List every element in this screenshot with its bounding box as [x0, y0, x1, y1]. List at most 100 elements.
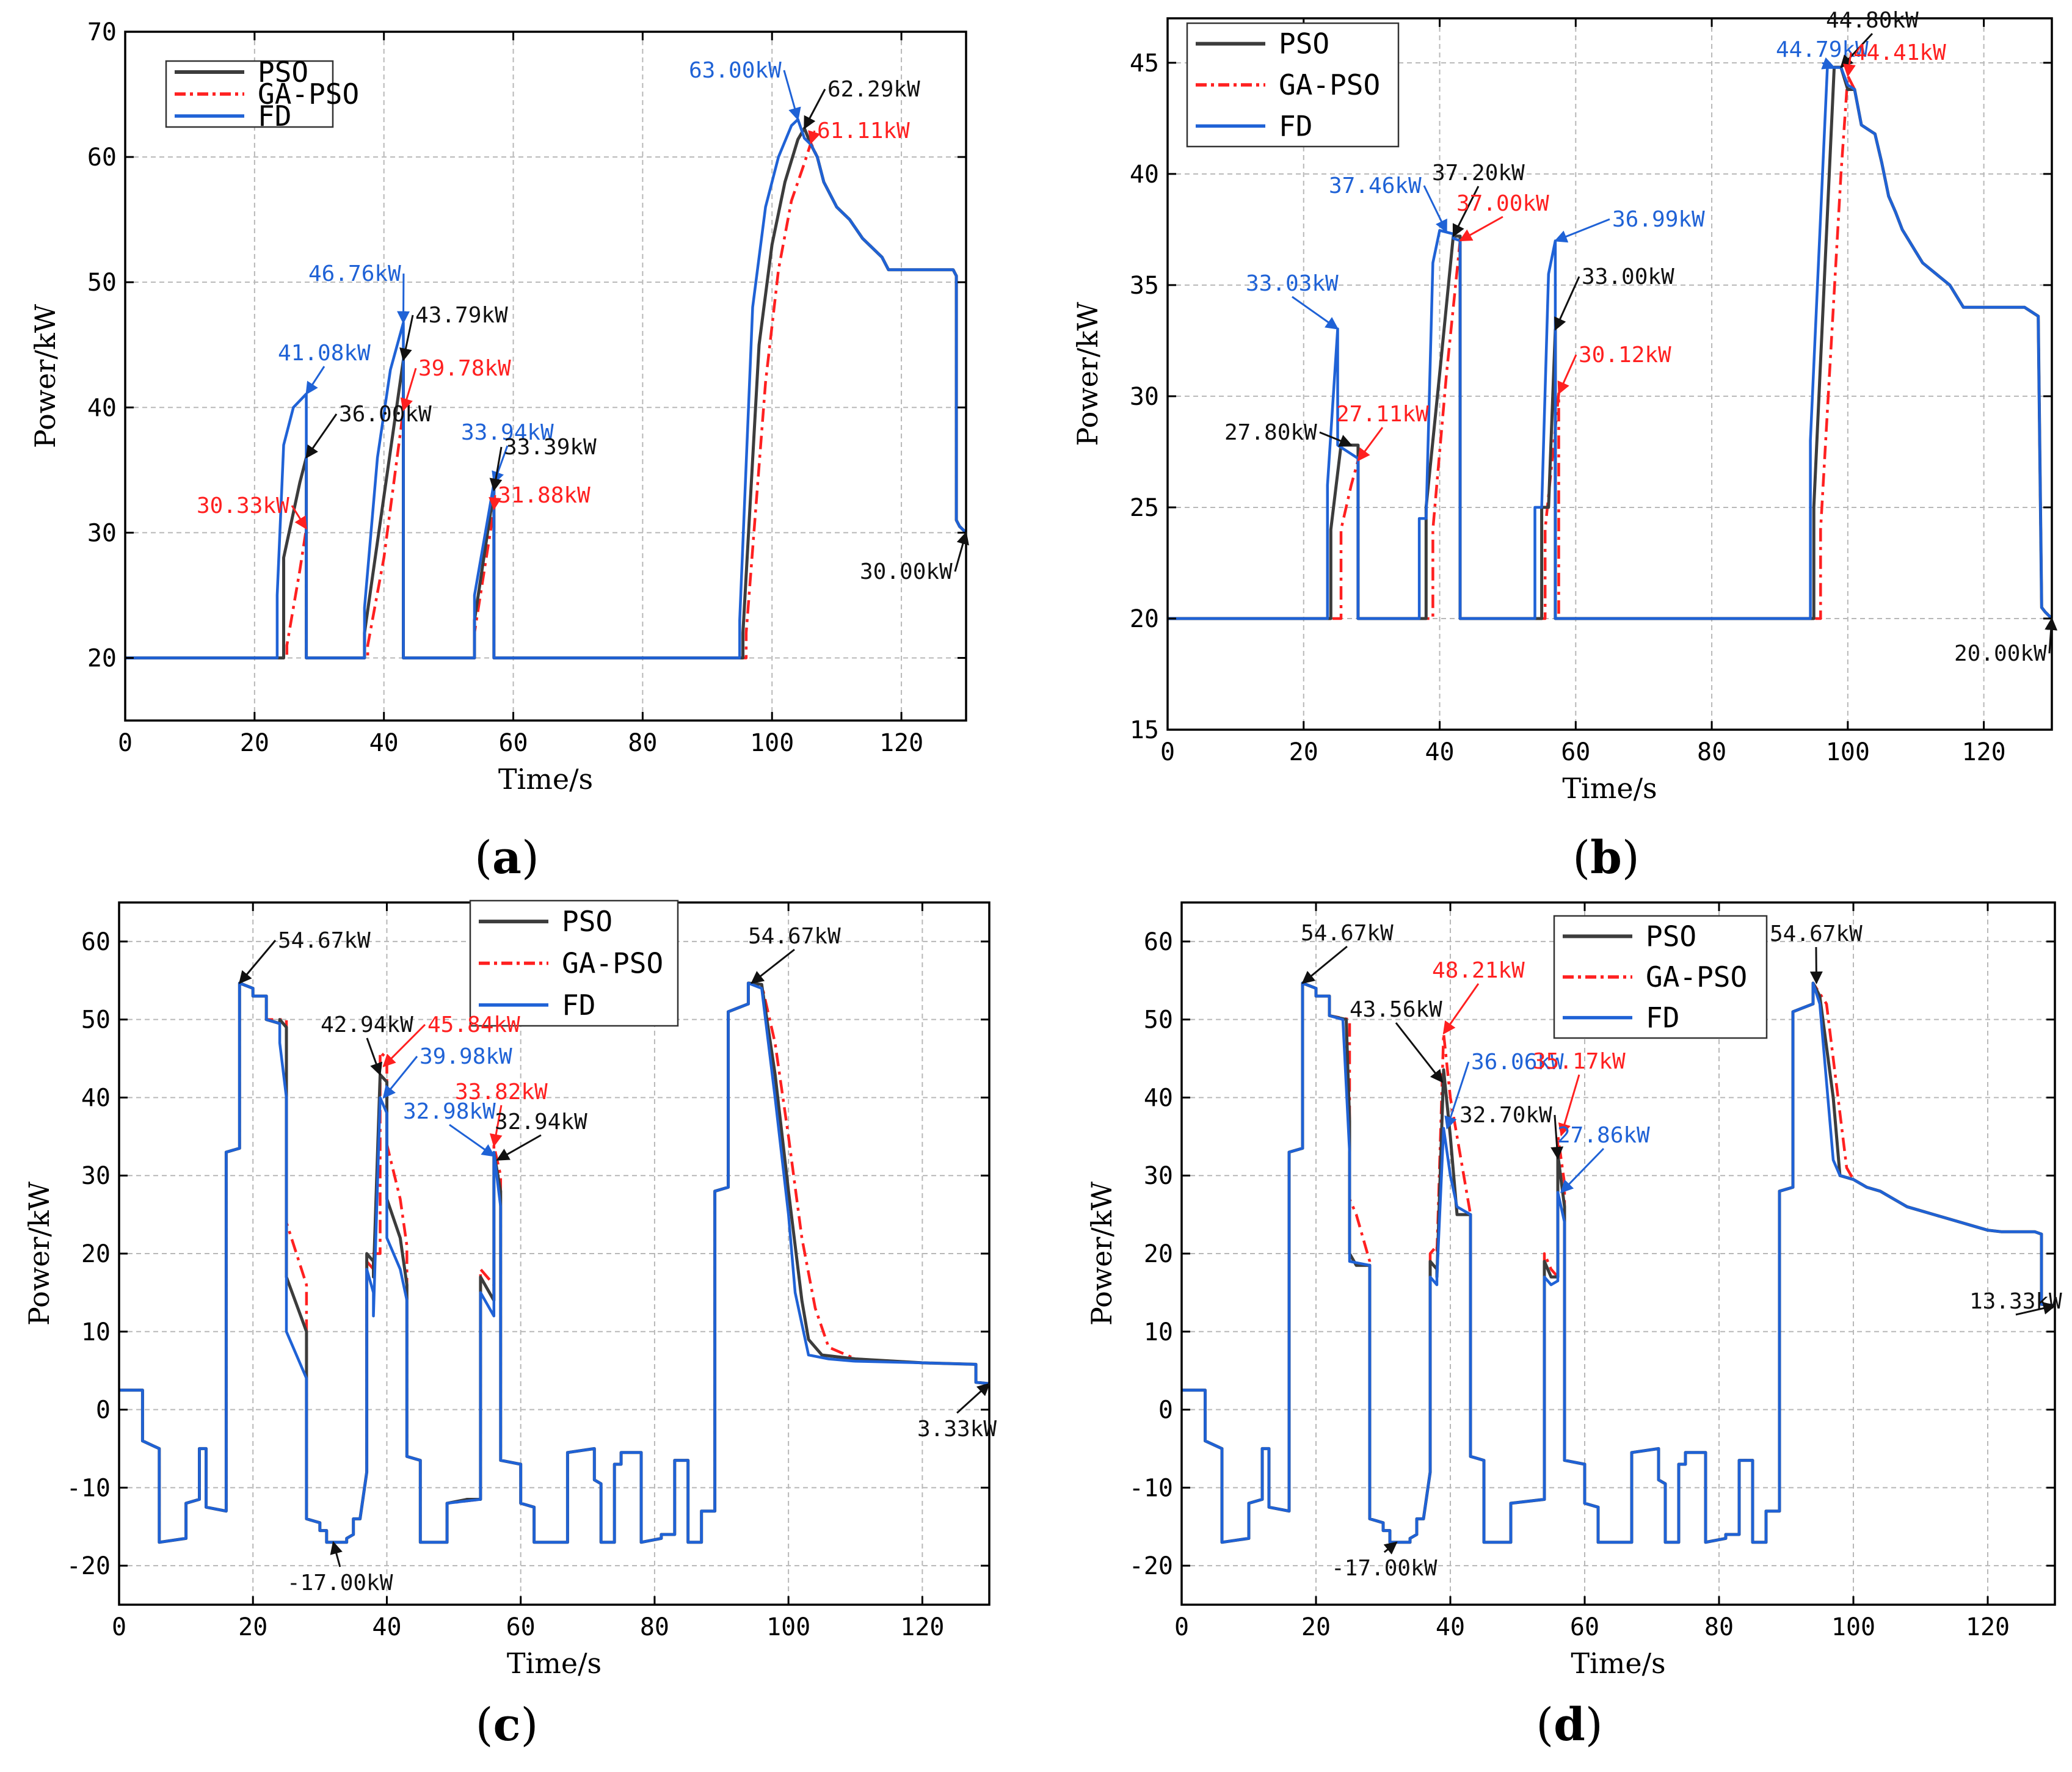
y-tick-label: 20: [1130, 605, 1159, 633]
x-tick-label: 0: [118, 729, 133, 757]
x-tick-label: 20: [238, 1613, 267, 1641]
panel-a: 0 20 40 60 80 100 120 20 30 40 50 60 70 Time/s Power/k…: [29, 18, 969, 884]
x-tick-label: 40: [372, 1613, 401, 1641]
legend-label-fd: FD: [258, 100, 291, 133]
annotation-arrow: [1557, 354, 1577, 395]
legend-label-ga-pso: GA-PSO: [562, 947, 663, 980]
y-tick-label: 30: [81, 1162, 111, 1190]
annotation-arrow: [1560, 1147, 1605, 1194]
y-tick-label: -10: [67, 1474, 111, 1502]
y-tick-label: 40: [1144, 1084, 1173, 1112]
subfigure-paren-close: ): [522, 832, 539, 884]
annotation-label: 46.76kW: [308, 261, 401, 286]
annotation-arrow: [1821, 57, 1836, 70]
series-line-fd: [125, 118, 966, 659]
x-tick-label: 60: [1561, 738, 1590, 766]
subfigure-label: (d): [1536, 1699, 1603, 1751]
subfigure-letter: c: [493, 1699, 520, 1751]
annotation-label: 3.33kW: [917, 1417, 997, 1442]
annotation-arrow: [1357, 427, 1384, 462]
annotation-label: 32.70kW: [1459, 1103, 1552, 1128]
y-tick-label: 30: [1144, 1162, 1173, 1190]
annotation-arrow: [1459, 216, 1503, 242]
series-line-ga-pso: [125, 142, 966, 659]
y-tick-label: 20: [81, 1240, 111, 1268]
y-tick-label: 40: [87, 394, 117, 422]
y-tick-label: 60: [87, 143, 117, 172]
y-tick-label: 50: [1144, 1006, 1173, 1034]
x-tick-label: 80: [1704, 1613, 1734, 1641]
annotation-label: 33.00kW: [1582, 264, 1674, 289]
x-tick-label: 40: [369, 729, 399, 757]
plot-frame: [124, 31, 967, 722]
annotation-arrow: [1301, 945, 1348, 984]
series-line-pso: [125, 126, 966, 659]
x-tick-label: 20: [240, 729, 269, 757]
annotation-label: 61.11kW: [817, 118, 910, 143]
y-tick-label: 10: [1144, 1318, 1173, 1346]
annotation-arrow: [1809, 946, 1823, 985]
y-tick-label: -20: [67, 1552, 111, 1580]
x-tick-label: 20: [1289, 738, 1318, 766]
annotation-arrow: [400, 368, 417, 412]
annotation-label: 36.06kW: [1471, 1050, 1564, 1075]
annotation-label: 54.67kW: [1301, 921, 1394, 946]
legend-label-ga-pso: GA-PSO: [1279, 68, 1380, 101]
x-tick-label: 80: [1697, 738, 1726, 766]
annotation-label: 20.00kW: [1954, 641, 2047, 666]
subfigure-paren-open: (: [476, 1699, 493, 1751]
legend-label-pso: PSO: [1279, 27, 1329, 60]
annotation-label: 39.78kW: [418, 356, 511, 381]
annotation-label: 41.08kW: [278, 341, 371, 366]
y-tick-label: 40: [81, 1084, 111, 1112]
annotation-label: 32.98kW: [403, 1099, 496, 1124]
annotation-label: 13.33kW: [1969, 1289, 2062, 1314]
y-axis-label: Power/kW: [1071, 302, 1104, 446]
series-line-ga-pso: [119, 981, 989, 1544]
annotation-label: 32.94kW: [495, 1109, 587, 1135]
y-tick-label: -20: [1129, 1552, 1173, 1580]
x-tick-label: 120: [879, 729, 923, 757]
y-tick-label: 30: [1130, 383, 1159, 411]
annotation-arrow: [1292, 296, 1339, 330]
x-tick-label: 100: [1826, 738, 1870, 766]
subfigure-label: (b): [1572, 832, 1640, 884]
y-tick-label: 40: [1130, 161, 1159, 189]
x-axis-label: Time/s: [1562, 772, 1657, 805]
subfigure-paren-open: (: [1536, 1699, 1554, 1751]
subfigure-letter: b: [1590, 832, 1622, 884]
annotation-label: 48.21kW: [1432, 958, 1525, 983]
x-tick-label: 0: [1160, 738, 1175, 766]
annotation-label: -17.00kW: [1331, 1556, 1438, 1581]
annotation-arrow: [2015, 1302, 2057, 1316]
x-tick-label: 0: [112, 1613, 126, 1641]
annotation-arrow: [954, 531, 969, 572]
annotation-arrow: [1550, 1114, 1564, 1160]
annotation-label: 39.98kW: [420, 1044, 512, 1069]
subfigure-paren-close: ): [521, 1699, 539, 1751]
annotation-label: 27.11kW: [1336, 402, 1429, 427]
x-tick-label: 80: [640, 1613, 669, 1641]
annotation-arrow: [449, 1124, 495, 1157]
y-tick-label: 10: [81, 1318, 111, 1346]
annotation-arrow: [366, 1037, 382, 1076]
annotation-label: 63.00kW: [689, 58, 782, 83]
subfigure-paren-close: ): [1585, 1699, 1603, 1751]
annotation-label: 44.41kW: [1853, 40, 1946, 65]
annotation-arrow: [382, 1056, 418, 1099]
y-axis-label: Power/kW: [29, 303, 62, 448]
subfigure-paren-close: ): [1622, 832, 1640, 884]
x-tick-label: 20: [1301, 1613, 1331, 1641]
annotation-label: 27.80kW: [1224, 420, 1317, 445]
annotation-label: 43.56kW: [1350, 997, 1442, 1022]
legend-label-fd: FD: [562, 989, 595, 1022]
y-tick-label: 30: [87, 519, 117, 547]
annotation-label: 30.12kW: [1579, 343, 1671, 368]
x-axis-label: Time/s: [498, 763, 593, 796]
x-tick-label: 120: [1966, 1613, 2010, 1641]
x-tick-label: 0: [1174, 1613, 1189, 1641]
annotation-arrow: [496, 1134, 542, 1161]
subfigure-letter: a: [492, 832, 522, 884]
y-tick-label: 35: [1130, 272, 1159, 300]
